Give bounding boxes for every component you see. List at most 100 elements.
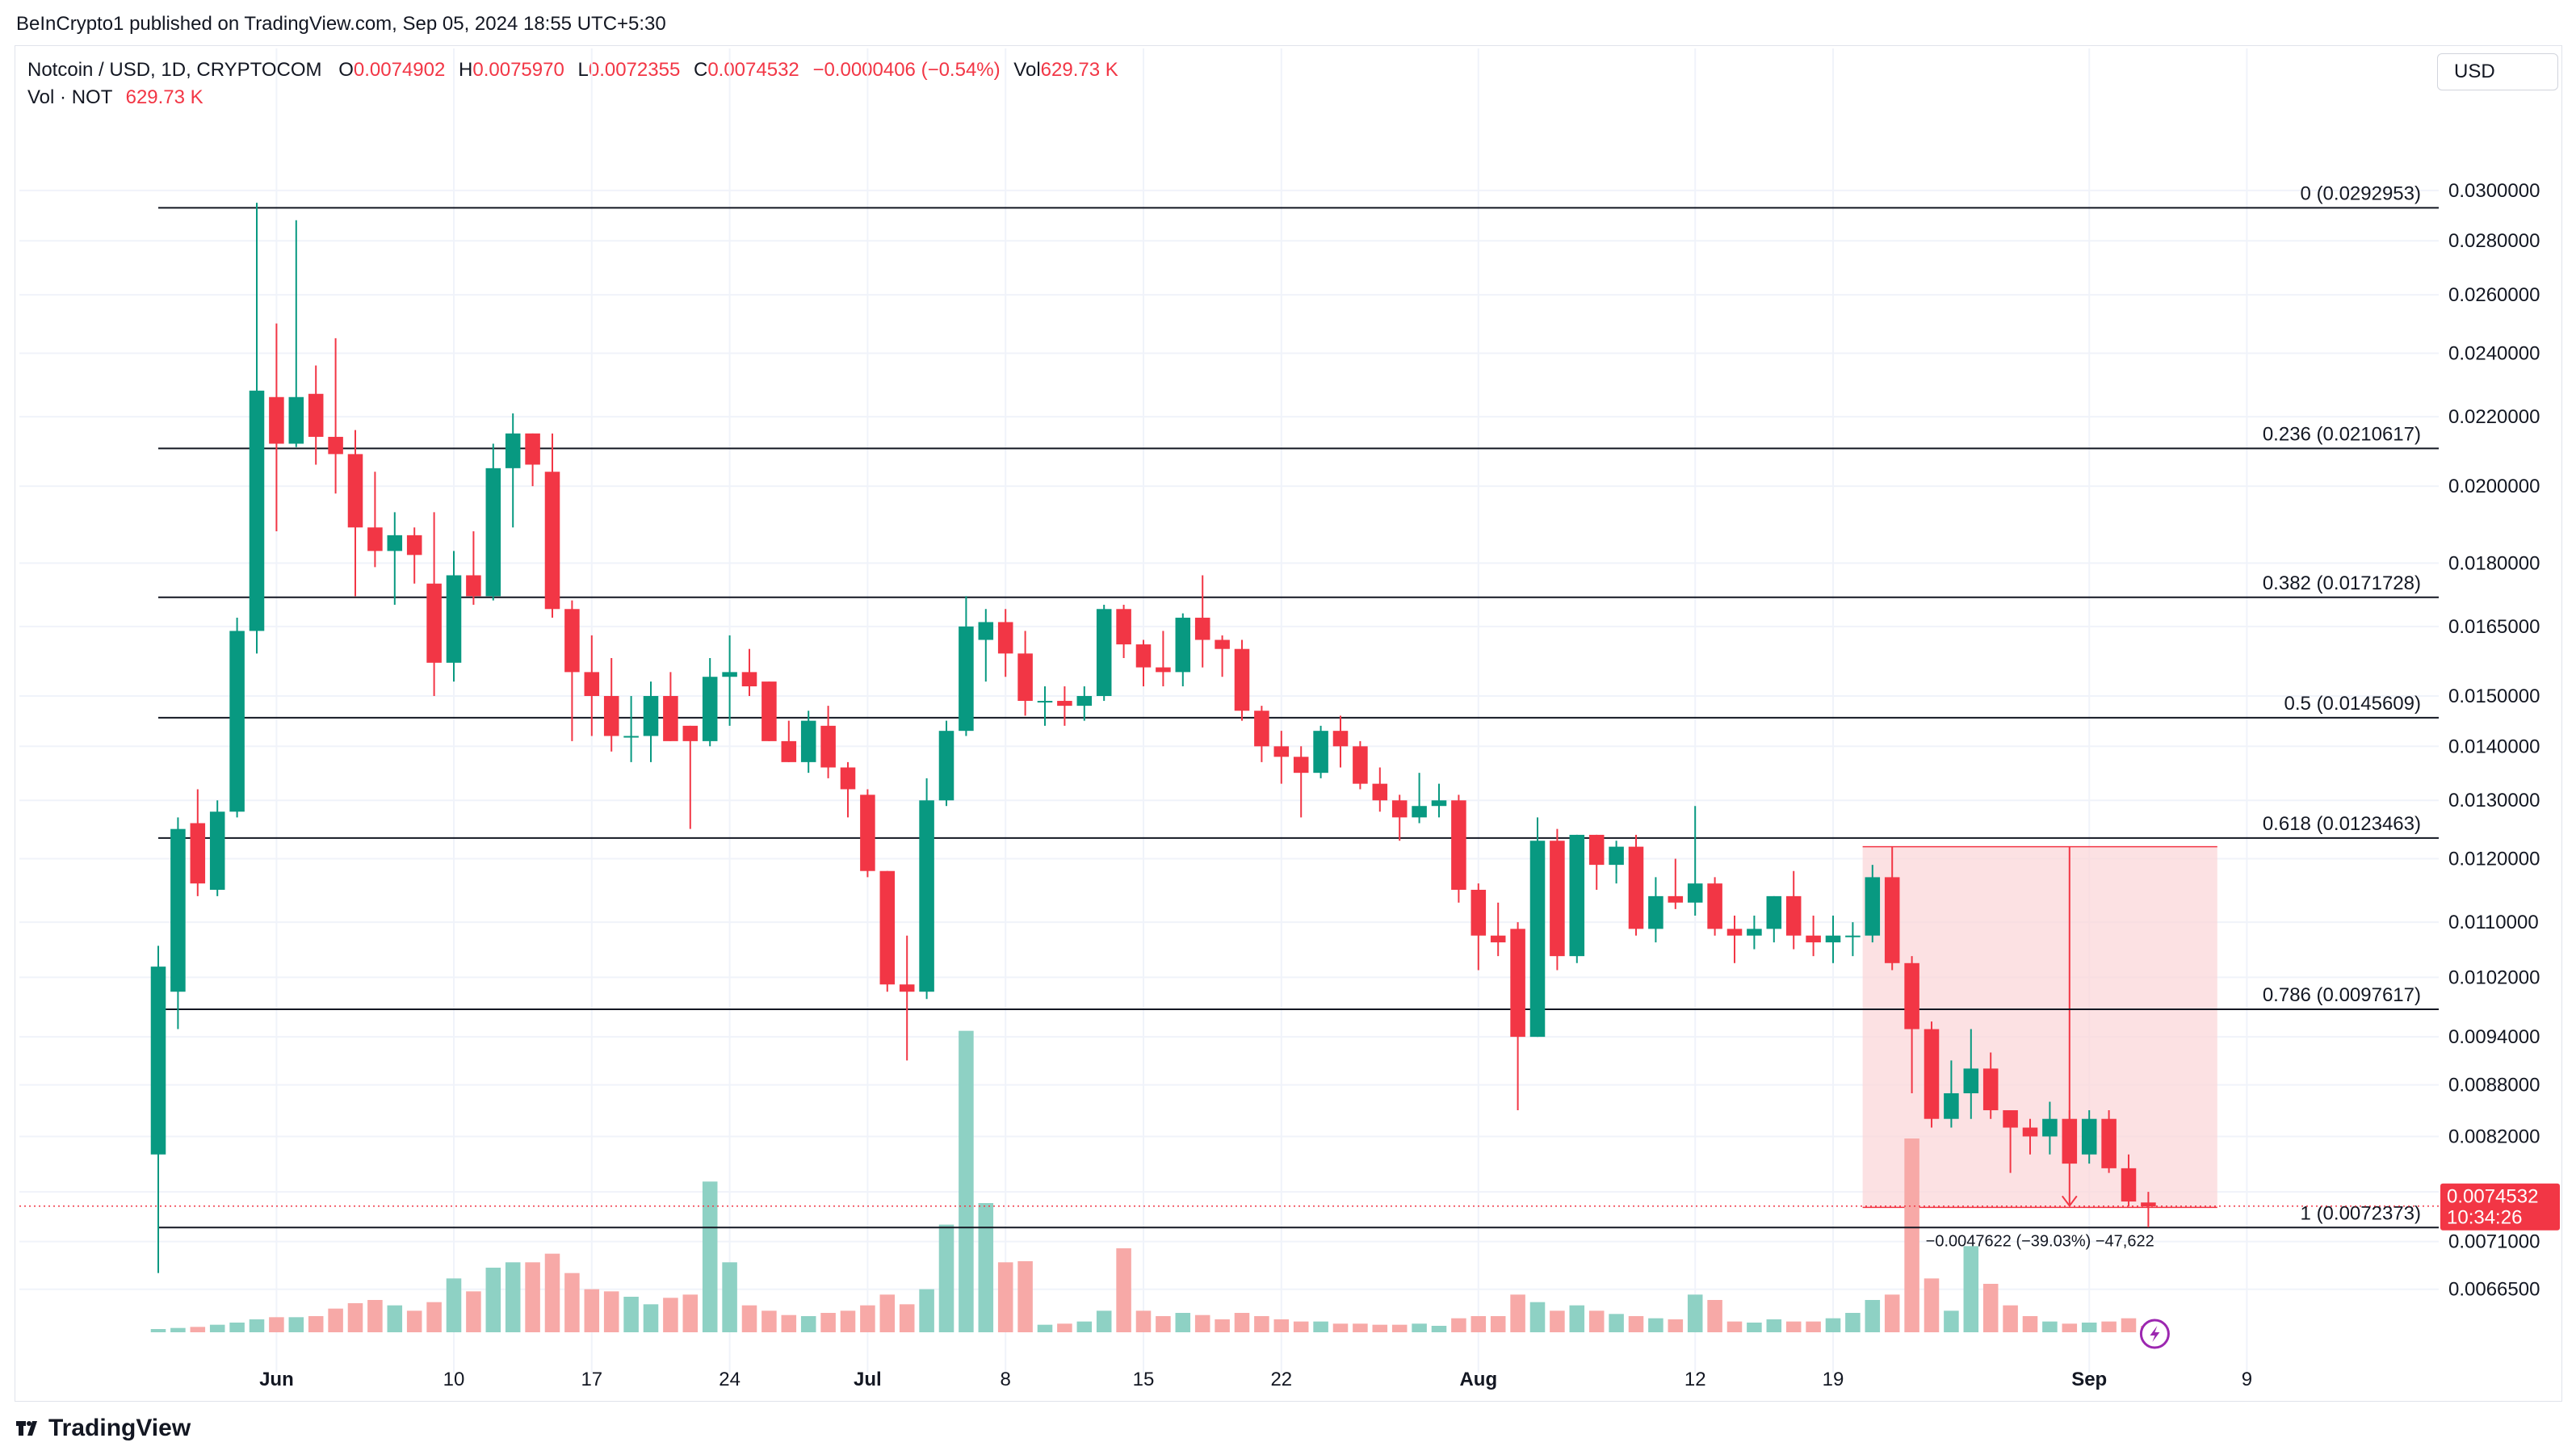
candle-body [1254,711,1269,747]
candle-body [1726,929,1743,936]
chart-frame [15,45,2562,1402]
candle-body [1529,841,1546,1038]
candle-body [899,984,915,992]
candle-body [347,454,363,528]
volume-bar [1175,1313,1191,1332]
lightning-icon-bolt [2150,1326,2160,1342]
volume-bar [544,1253,560,1332]
volume-bar [2022,1316,2038,1332]
candle-body [1490,935,1506,943]
lightning-icon[interactable] [2139,1319,2170,1349]
volume-bar [485,1268,501,1332]
volume-bar [840,1310,856,1332]
volume-bar [1588,1310,1605,1332]
volume-value: 629.73 K [1040,59,1118,81]
volume-bar [959,1030,974,1332]
tradingview-logo-icon [16,1421,37,1436]
y-axis-tick-label: 0.0102000 [2448,967,2540,988]
x-axis-tick-label: Jun [259,1369,294,1390]
candle-body [1648,895,1663,929]
y-axis-tick-label: 0.0300000 [2448,180,2540,202]
candle-body [1293,757,1309,774]
candle-body [426,583,442,663]
candle-body [1194,618,1210,640]
candle-body [288,396,304,444]
volume-bar [1944,1310,1959,1332]
candle-body [446,575,462,663]
volume-bar [2101,1321,2117,1332]
volume-bar [1471,1316,1487,1332]
candle-body [1057,701,1072,707]
volume-bar [1293,1321,1309,1332]
y-axis-tick-label: 0.0110000 [2448,912,2539,933]
volume-bar [978,1203,994,1332]
candle-body [978,622,994,640]
volume-bar [781,1315,797,1332]
candle-body [1904,962,1919,1029]
volume-bar [308,1316,324,1332]
volume-bar [2081,1323,2097,1332]
candle-body [997,622,1013,654]
volume-series-value: 629.73 K [125,86,203,108]
candle-body [150,967,166,1155]
volume-bar [1529,1302,1546,1332]
candle-body [1550,841,1565,957]
candle-body [1747,929,1762,936]
volume-bar [505,1262,521,1332]
volume-bar [1628,1316,1644,1332]
volume-bar [702,1181,718,1332]
volume-bar [1372,1324,1388,1332]
candle-body [1037,701,1053,703]
y-axis-tick-label: 0.0066500 [2448,1279,2540,1301]
volume-bar [229,1323,245,1332]
volume-bar [525,1262,540,1332]
candle-body [1332,731,1349,747]
candle-body [249,390,265,631]
candle-body [209,811,225,890]
candle-body [2062,1118,2078,1164]
volume-bar [1726,1321,1743,1332]
candle-body [1569,834,1585,957]
volume-bar [1609,1314,1624,1332]
candle-body [1353,746,1368,784]
volume-bar [1234,1313,1250,1332]
candle-body [2121,1168,2137,1202]
volume-bar [269,1317,284,1332]
candle-body [564,609,580,673]
y-axis-tick-label: 0.0071000 [2448,1231,2540,1253]
volume-bar [190,1327,206,1332]
volume-bar [1747,1323,1762,1332]
volume-bar [997,1262,1013,1332]
x-axis-tick-label: 22 [1270,1369,1292,1390]
candle-body [1944,1093,1959,1119]
currency-button[interactable]: USD [2437,53,2558,90]
candle-body [505,433,521,468]
candle-body [1431,800,1447,807]
volume-label: Vol [1013,59,1041,81]
volume-series-label[interactable]: Vol · NOT [27,86,112,108]
symbol-label[interactable]: Notcoin / USD, 1D, CRYPTOCOM [27,59,322,81]
candle-body [1982,1068,1999,1111]
volume-bar [1332,1323,1349,1332]
volume-bar [1391,1324,1408,1332]
tradingview-logo-text: TradingView [48,1415,191,1441]
volume-bar [820,1313,836,1332]
volume-bar [1116,1248,1131,1332]
candle-body [1687,883,1703,903]
candle-body [2042,1118,2058,1137]
volume-bar [1569,1305,1585,1332]
candle-body [2081,1118,2097,1155]
candle-body [525,433,540,465]
volume-bar [1451,1318,1466,1332]
fib-level-label: 0.618 (0.0123463) [2263,813,2421,835]
volume-bar [426,1302,442,1332]
volume-bar [1785,1321,1802,1332]
candle-body [741,672,757,687]
x-axis-tick-label: 10 [443,1369,465,1390]
volume-bar [1825,1318,1841,1332]
close-label: C [693,59,708,81]
candle-body [1156,667,1171,673]
tradingview-logo[interactable]: TradingView [16,1415,191,1442]
volume-bar [1096,1310,1112,1332]
